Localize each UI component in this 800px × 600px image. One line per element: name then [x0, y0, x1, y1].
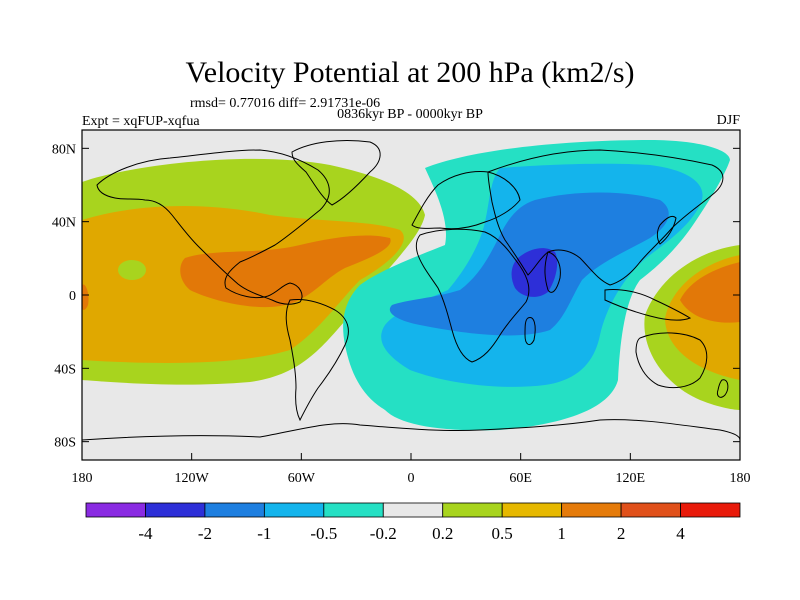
colorbar-label-5: 0.2 — [432, 524, 453, 543]
stats-line: rmsd= 0.77016 diff= 2.91731e-06 — [190, 96, 380, 111]
coast-maritime-continent — [604, 289, 692, 321]
colorbar-label-7: 1 — [557, 524, 566, 543]
coast-asia — [487, 149, 724, 286]
colorbar-swatch-10 — [680, 502, 741, 518]
lat-tick-label-4: 80S — [54, 436, 76, 451]
coast-south-america — [285, 299, 349, 422]
colorbar-swatch-4 — [323, 502, 384, 518]
lat-tick-label-2: 0 — [69, 289, 76, 304]
colorbar-label-4: -0.2 — [370, 524, 397, 543]
coast-madagascar — [524, 316, 536, 346]
coast-new-zealand — [717, 379, 729, 398]
colorbar-swatch-0 — [85, 502, 146, 518]
left-label: Expt = xqFUP-xqfua — [82, 114, 200, 129]
lon-tick-label-4: 60E — [509, 471, 532, 486]
lon-tick-label-2: 60W — [288, 471, 316, 486]
colorbar-swatch-1 — [145, 502, 206, 518]
colorbar-swatch-8 — [561, 502, 622, 518]
axis-ticks: 80N 40N 0 40S 80S 180 120W 60W 0 60E 120E 180 — [52, 142, 751, 486]
contour-pos-1-west — [180, 235, 391, 308]
coast-japan — [656, 215, 677, 245]
coast-antarctica — [82, 419, 740, 441]
contour-pos-0.2-pocket — [118, 260, 146, 280]
coast-north-america — [96, 149, 330, 305]
lat-tick-label-1: 40N — [52, 216, 76, 231]
coastlines — [82, 140, 740, 441]
coast-africa — [415, 228, 530, 363]
lon-tick-label-6: 180 — [730, 471, 751, 486]
coast-india — [544, 251, 561, 293]
map-title: Velocity Potential at 200 hPa (km2/s) — [185, 56, 634, 89]
center-label: 0836kyr BP - 0000kyr BP — [337, 107, 483, 122]
colorbar-swatch-5 — [382, 502, 444, 518]
coast-australia — [635, 332, 708, 389]
coast-greenland — [291, 140, 381, 206]
colorbar-swatch-9 — [620, 502, 681, 518]
colorbar-label-6: 0.5 — [492, 524, 513, 543]
contour-pos-1-far-west — [82, 284, 89, 310]
colorbar: -4 -2 -1 -0.5 -0.2 0.2 0.5 1 2 4 — [85, 502, 741, 543]
lon-tick-label-1: 120W — [175, 471, 210, 486]
colorbar-label-8: 2 — [617, 524, 626, 543]
coast-europe — [411, 171, 521, 230]
contour-pos-1-east — [680, 262, 740, 323]
right-label: DJF — [717, 113, 741, 128]
lon-tick-label-0: 180 — [72, 471, 93, 486]
lon-tick-label-3: 0 — [408, 471, 415, 486]
colorbar-label-3: -0.5 — [310, 524, 337, 543]
colorbar-label-0: -4 — [138, 524, 153, 543]
colorbar-swatch-2 — [204, 502, 265, 518]
lat-tick-label-3: 40S — [54, 362, 76, 377]
lat-tick-label-0: 80N — [52, 142, 76, 157]
colorbar-label-1: -2 — [198, 524, 212, 543]
colorbar-swatch-3 — [263, 502, 325, 518]
colorbar-swatch-6 — [442, 502, 503, 518]
colorbar-swatch-7 — [501, 502, 563, 518]
map-area — [82, 130, 740, 460]
lon-tick-label-5: 120E — [616, 471, 646, 486]
colorbar-label-9: 4 — [676, 524, 685, 543]
colorbar-label-2: -1 — [257, 524, 271, 543]
